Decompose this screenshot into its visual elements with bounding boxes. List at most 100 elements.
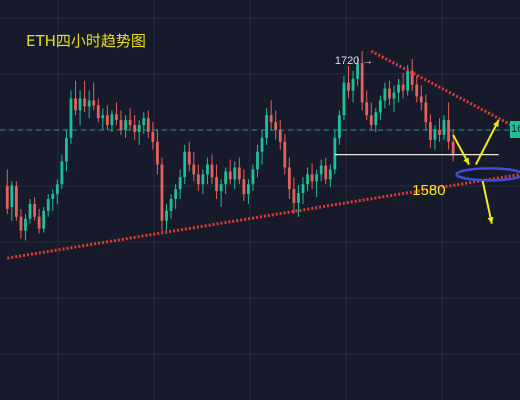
candle-body <box>42 210 46 229</box>
candle-body <box>110 114 114 126</box>
candle-body <box>297 193 300 203</box>
candle-body <box>410 70 414 85</box>
candle-body <box>237 167 241 180</box>
candle-body <box>137 125 141 132</box>
candle-body <box>378 100 382 113</box>
candle-body <box>65 137 68 162</box>
candle-body <box>324 165 328 180</box>
candle-body <box>174 189 178 199</box>
candle-body <box>256 151 259 170</box>
candle-body <box>60 161 64 185</box>
candle-body <box>438 130 441 135</box>
candle-body <box>228 171 232 180</box>
candle-body <box>210 164 214 178</box>
candle-body <box>301 184 305 194</box>
candle-body <box>178 177 182 190</box>
candle-body <box>428 122 432 140</box>
candle-body <box>92 100 96 106</box>
candle-body <box>242 179 246 195</box>
candle-body <box>183 151 187 178</box>
trendline-support <box>7 172 520 260</box>
candle-body <box>392 92 396 99</box>
trendline-resistance <box>370 49 520 132</box>
candle-body <box>55 184 59 195</box>
candle-body <box>246 184 250 195</box>
candle-body <box>155 141 159 165</box>
arrow-down-breakdown-head <box>487 216 494 224</box>
candle-body <box>215 177 218 192</box>
candle-body <box>351 78 355 91</box>
candle-body <box>406 70 410 91</box>
arrow-down-to-support-head <box>463 157 470 165</box>
candle-body <box>87 100 91 107</box>
candle-body <box>224 171 228 185</box>
candle-body <box>365 102 369 116</box>
candle-body <box>115 114 118 121</box>
candle-body <box>388 88 391 99</box>
candle-body <box>451 141 455 156</box>
candle-body <box>201 174 205 185</box>
candle-body <box>128 120 132 126</box>
candle-body <box>447 120 450 142</box>
candle-body <box>274 122 278 130</box>
arrow-up-breakout-head <box>493 120 499 128</box>
candle-body <box>78 98 82 111</box>
candle-body <box>319 165 323 175</box>
arrow-up-breakout <box>474 119 500 165</box>
candle-body <box>415 84 419 97</box>
candle-body <box>419 96 423 103</box>
candle-body <box>337 115 341 138</box>
candle-body <box>151 131 155 142</box>
candle-body <box>333 137 337 170</box>
candle-body <box>374 112 378 126</box>
candle-body <box>401 84 405 91</box>
arrow-down-breakdown <box>481 181 493 224</box>
candle-body <box>28 203 32 219</box>
candle-body <box>37 216 41 229</box>
candle-body <box>142 118 146 126</box>
candle-body <box>397 84 400 93</box>
candle-body <box>347 82 350 91</box>
candle-body <box>310 174 314 182</box>
candle-body <box>269 115 273 123</box>
candle-body <box>265 115 269 138</box>
candle-body <box>433 130 437 140</box>
candle-body <box>342 82 346 116</box>
label-1580: 1580 <box>412 182 445 199</box>
highlight-ellipse <box>455 167 520 182</box>
candle-body <box>219 184 223 192</box>
candle-body <box>169 199 173 211</box>
candle-body <box>233 167 237 180</box>
chart-title: ETH四小时趋势图 <box>26 32 146 50</box>
candle-body <box>442 120 446 135</box>
label-1720: 1720 → <box>335 55 374 67</box>
candle-body <box>283 141 287 168</box>
candle-body <box>46 199 50 211</box>
candle-body <box>146 118 150 132</box>
candle-body <box>278 130 282 142</box>
candle-body <box>124 120 127 130</box>
candle-body <box>260 137 264 152</box>
candle-body <box>306 174 309 185</box>
candle-body <box>69 98 73 138</box>
candle-body <box>383 88 387 101</box>
candle-body <box>192 164 196 175</box>
candles <box>5 51 455 241</box>
candle-body <box>424 102 428 123</box>
candle-body <box>74 98 77 111</box>
candle-body <box>287 167 291 190</box>
candle-body <box>251 169 255 185</box>
candle-body <box>14 186 18 217</box>
candle-body <box>165 210 168 221</box>
candle-body <box>196 174 200 185</box>
candle-body <box>119 120 123 130</box>
current-price-label: 1640 <box>511 123 520 135</box>
annotation-lines <box>0 49 520 260</box>
candle-body <box>83 98 87 107</box>
candle-body <box>315 174 319 182</box>
candle-body <box>33 203 36 217</box>
annotation-labels: 1720 → 1580 <box>335 55 446 199</box>
candle-body <box>133 125 137 132</box>
candle-body <box>51 194 55 199</box>
